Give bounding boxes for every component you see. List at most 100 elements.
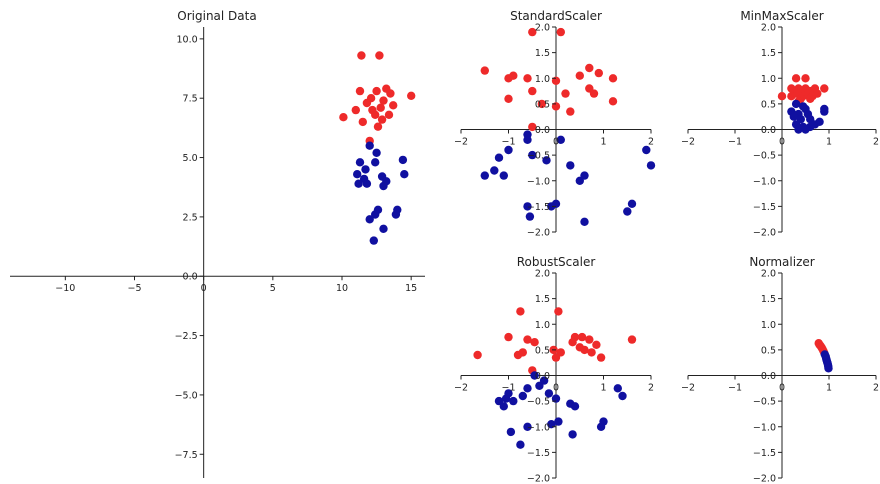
x-tick-label: 2 bbox=[873, 383, 879, 394]
data-point bbox=[608, 74, 618, 83]
data-point bbox=[642, 145, 651, 155]
data-point bbox=[554, 307, 563, 316]
data-point bbox=[371, 210, 380, 219]
data-point bbox=[501, 394, 511, 403]
x-tick-label: −2 bbox=[681, 383, 695, 394]
data-point bbox=[577, 332, 587, 342]
data-point bbox=[371, 158, 380, 167]
data-point bbox=[371, 110, 380, 120]
data-point bbox=[377, 115, 387, 124]
y-tick-label: −1.5 bbox=[753, 202, 776, 213]
data-point bbox=[499, 171, 508, 180]
data-point bbox=[361, 165, 370, 174]
data-point bbox=[537, 99, 546, 109]
y-tick-label: 0.5 bbox=[535, 345, 550, 356]
subplot-title: StandardScaler bbox=[510, 9, 602, 23]
data-point bbox=[623, 207, 632, 216]
data-point bbox=[376, 103, 385, 112]
data-point bbox=[362, 98, 372, 108]
y-tick-label: 1.5 bbox=[761, 294, 776, 305]
y-tick-label: −2.0 bbox=[753, 474, 776, 484]
data-point bbox=[535, 381, 544, 390]
data-point bbox=[480, 171, 489, 180]
data-point bbox=[556, 27, 565, 37]
data-point bbox=[494, 153, 504, 162]
subplot-title: Original Data bbox=[177, 9, 256, 23]
data-point bbox=[801, 74, 810, 83]
data-point bbox=[525, 212, 535, 221]
y-tick-label: 1.5 bbox=[535, 48, 550, 59]
data-point bbox=[506, 427, 516, 437]
data-point bbox=[789, 112, 798, 121]
x-tick-label: −2 bbox=[454, 137, 468, 148]
x-tick-label: −5 bbox=[127, 283, 141, 294]
y-tick-label: −0.5 bbox=[527, 397, 550, 408]
x-tick-label: 2 bbox=[648, 137, 654, 148]
y-tick-label: −0.5 bbox=[753, 151, 776, 162]
data-point bbox=[530, 338, 539, 347]
y-tick-label: 7.5 bbox=[183, 94, 198, 105]
x-tick-label: −2 bbox=[454, 383, 468, 394]
data-point bbox=[561, 89, 570, 98]
data-point bbox=[787, 92, 796, 101]
data-point bbox=[480, 66, 489, 75]
y-tick-label: −1.5 bbox=[527, 448, 550, 459]
data-point bbox=[596, 422, 606, 431]
data-point bbox=[379, 224, 388, 233]
data-point bbox=[355, 158, 365, 167]
data-point bbox=[575, 176, 584, 185]
y-tick-label: 1.5 bbox=[535, 294, 550, 305]
y-tick-label: 1.5 bbox=[761, 48, 776, 59]
data-point bbox=[568, 338, 577, 347]
data-point bbox=[389, 101, 398, 110]
data-point bbox=[627, 335, 637, 344]
data-point bbox=[608, 97, 618, 106]
data-point bbox=[592, 340, 601, 349]
subplot-title: MinMaxScaler bbox=[740, 9, 823, 23]
data-point bbox=[365, 141, 374, 150]
data-point bbox=[362, 179, 372, 188]
x-tick-label: 0 bbox=[201, 283, 207, 294]
x-tick-label: 15 bbox=[405, 283, 417, 294]
x-tick-label: −1 bbox=[501, 383, 515, 394]
data-point bbox=[365, 215, 374, 224]
data-point bbox=[369, 236, 378, 245]
subplot-1: Original Data −10 −5 0 5 10 15 −7.5 −5.0 −2.5 0.0 2… bbox=[10, 9, 425, 478]
y-tick-label: −2.0 bbox=[527, 228, 550, 239]
y-tick-label: 0.0 bbox=[761, 371, 776, 382]
x-tick-label: −1 bbox=[728, 383, 742, 394]
y-tick-label: 0.5 bbox=[761, 99, 776, 110]
data-point bbox=[351, 105, 360, 115]
data-point bbox=[589, 89, 599, 98]
data-point bbox=[504, 94, 513, 104]
y-tick-label: 2.0 bbox=[761, 23, 776, 34]
y-tick-label: −1.0 bbox=[753, 176, 776, 187]
data-point bbox=[523, 135, 532, 144]
data-point bbox=[375, 51, 384, 60]
data-point bbox=[594, 68, 603, 78]
data-point bbox=[566, 107, 575, 116]
y-tick-label: −1.5 bbox=[527, 202, 550, 213]
data-point bbox=[398, 155, 408, 165]
x-tick-label: 2 bbox=[873, 137, 879, 148]
data-point bbox=[566, 161, 575, 170]
y-tick-label: −1.0 bbox=[527, 422, 550, 433]
data-point bbox=[570, 402, 580, 411]
y-tick-label: 10.0 bbox=[177, 34, 198, 45]
x-tick-label: −1 bbox=[728, 137, 742, 148]
data-point bbox=[353, 170, 362, 179]
x-tick-label: 1 bbox=[826, 137, 832, 148]
data-point bbox=[339, 113, 348, 122]
subplot-3: MinMaxScaler −2 −1 0 1 2 −2.0 −1.5 −1.0 −0.5 0.0 0.… bbox=[681, 9, 879, 239]
data-point bbox=[528, 27, 537, 37]
data-point bbox=[523, 335, 532, 344]
y-tick-label: −1.5 bbox=[753, 448, 776, 459]
y-tick-label: 1.0 bbox=[535, 74, 550, 85]
x-tick-label: 0 bbox=[553, 383, 559, 394]
data-point bbox=[473, 350, 482, 360]
data-point bbox=[618, 391, 627, 401]
data-point bbox=[820, 107, 829, 116]
data-point bbox=[523, 422, 532, 431]
subplot-title: Normalizer bbox=[749, 255, 814, 269]
